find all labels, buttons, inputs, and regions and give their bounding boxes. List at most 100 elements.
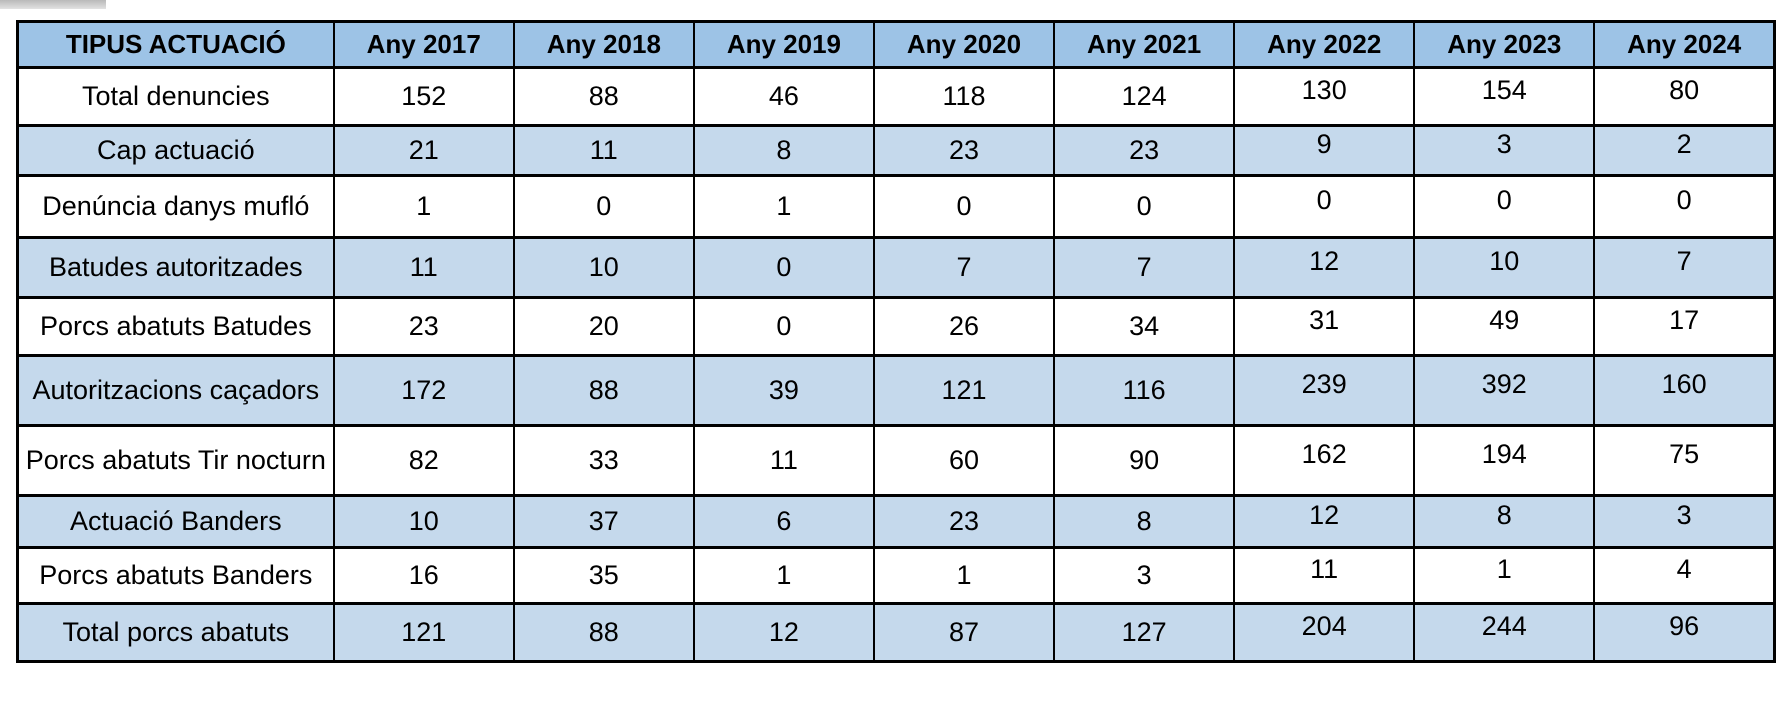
column-header-any-2018: Any 2018 bbox=[512, 20, 695, 69]
data-cell: 8 bbox=[1413, 494, 1596, 549]
row-label-text: Cap actuació bbox=[97, 135, 255, 166]
cell-value: 0 bbox=[776, 311, 792, 341]
cell-value: 80 bbox=[1669, 75, 1700, 105]
cell-value: 75 bbox=[1669, 439, 1700, 469]
data-cell: 1 bbox=[332, 174, 515, 239]
data-cell: 154 bbox=[1413, 66, 1596, 127]
cell-value: 8 bbox=[776, 135, 792, 165]
table-row: Cap actuació 21 11 8 23 23 9 3 2 bbox=[16, 124, 1776, 177]
cell-value: 7 bbox=[1136, 252, 1152, 282]
column-header-tipus-actuacio: TIPUS ACTUACIÓ bbox=[16, 20, 335, 69]
cell-value: 12 bbox=[768, 617, 799, 647]
cell-value: 12 bbox=[1309, 246, 1340, 276]
data-cell: 17 bbox=[1593, 296, 1776, 357]
data-cell: 0 bbox=[1233, 174, 1416, 239]
cell-value: 127 bbox=[1121, 617, 1167, 647]
cell-value: 154 bbox=[1481, 75, 1527, 105]
cell-value: 12 bbox=[1309, 500, 1340, 530]
cell-value: 82 bbox=[408, 445, 439, 475]
window-corner-fragment bbox=[0, 0, 106, 9]
row-label-text: Actuació Banders bbox=[70, 506, 282, 537]
data-cell: 116 bbox=[1053, 354, 1236, 427]
data-cell: 1 bbox=[692, 546, 875, 605]
cell-value: 4 bbox=[1676, 554, 1692, 584]
data-cell: 1 bbox=[692, 174, 875, 239]
row-label: Porcs abatuts Batudes bbox=[16, 296, 335, 357]
data-cell: 12 bbox=[1233, 236, 1416, 299]
cell-value: 0 bbox=[1316, 185, 1332, 215]
cell-value: 46 bbox=[768, 81, 799, 111]
cell-value: 49 bbox=[1489, 305, 1520, 335]
cell-value: 204 bbox=[1301, 611, 1347, 641]
row-label: Actuació Banders bbox=[16, 494, 335, 549]
data-cell: 0 bbox=[1413, 174, 1596, 239]
column-header-any-2023: Any 2023 bbox=[1413, 20, 1596, 69]
data-cell: 11 bbox=[692, 424, 875, 497]
data-cell: 0 bbox=[512, 174, 695, 239]
cell-value: 0 bbox=[1496, 185, 1512, 215]
data-cell: 35 bbox=[512, 546, 695, 605]
cell-value: 23 bbox=[408, 311, 439, 341]
cell-value: 124 bbox=[1121, 81, 1167, 111]
cell-value: 1 bbox=[776, 560, 792, 590]
cell-value: 2 bbox=[1676, 129, 1692, 159]
data-cell: 0 bbox=[1593, 174, 1776, 239]
cell-value: 1 bbox=[956, 560, 972, 590]
cell-value: 0 bbox=[1676, 185, 1692, 215]
cell-value: 11 bbox=[589, 135, 618, 165]
data-cell: 0 bbox=[1053, 174, 1236, 239]
data-cell: 162 bbox=[1233, 424, 1416, 497]
data-cell: 0 bbox=[692, 296, 875, 357]
data-cell: 20 bbox=[512, 296, 695, 357]
cell-value: 33 bbox=[588, 445, 619, 475]
data-cell: 88 bbox=[512, 66, 695, 127]
cell-value: 11 bbox=[1310, 554, 1339, 584]
row-label: Total porcs abatuts bbox=[16, 602, 335, 663]
cell-value: 121 bbox=[401, 617, 447, 647]
cell-value: 3 bbox=[1496, 129, 1512, 159]
data-cell: 16 bbox=[332, 546, 515, 605]
data-cell: 23 bbox=[1053, 124, 1236, 177]
cell-value: 7 bbox=[956, 252, 972, 282]
row-label-text: Total porcs abatuts bbox=[62, 617, 290, 648]
row-label: Porcs abatuts Banders bbox=[16, 546, 335, 605]
row-label-text: Total denuncies bbox=[82, 81, 270, 112]
cell-value: 60 bbox=[948, 445, 980, 475]
column-header-any-2021: Any 2021 bbox=[1053, 20, 1236, 69]
data-cell: 31 bbox=[1233, 296, 1416, 357]
row-label: Autoritzacions caçadors bbox=[16, 354, 335, 427]
data-cell: 75 bbox=[1593, 424, 1776, 497]
cell-value: 0 bbox=[1136, 191, 1152, 221]
data-cell: 1 bbox=[872, 546, 1056, 605]
cell-value: 87 bbox=[948, 617, 980, 647]
cell-value: 6 bbox=[776, 506, 792, 536]
column-header-any-2017: Any 2017 bbox=[332, 20, 515, 69]
data-cell: 239 bbox=[1233, 354, 1416, 427]
cell-value: 34 bbox=[1129, 311, 1160, 341]
data-cell: 118 bbox=[872, 66, 1056, 127]
data-cell: 4 bbox=[1593, 546, 1776, 605]
data-cell: 23 bbox=[872, 494, 1056, 549]
row-label: Batudes autoritzades bbox=[16, 236, 335, 299]
data-cell: 3 bbox=[1053, 546, 1236, 605]
cell-value: 194 bbox=[1481, 439, 1527, 469]
cell-value: 90 bbox=[1129, 445, 1160, 475]
cell-value: 121 bbox=[941, 375, 987, 405]
table-row: Total denuncies 152 88 46 118 124 130 154 80 bbox=[16, 66, 1776, 127]
table-row: Batudes autoritzades 11 10 0 7 7 12 10 7 bbox=[16, 236, 1776, 299]
row-label-text: Porcs abatuts Tir nocturn bbox=[25, 445, 326, 476]
cell-value: 26 bbox=[948, 311, 980, 341]
cell-value: 21 bbox=[408, 135, 439, 165]
data-cell: 34 bbox=[1053, 296, 1236, 357]
data-cell: 1 bbox=[1413, 546, 1596, 605]
cell-value: 172 bbox=[401, 375, 447, 405]
actuacions-per-any-table: TIPUS ACTUACIÓ Any 2017 Any 2018 Any 201… bbox=[16, 20, 1776, 663]
cell-value: 3 bbox=[1676, 500, 1692, 530]
data-cell: 244 bbox=[1413, 602, 1596, 663]
table-row: Denúncia danys mufló 1 0 1 0 0 0 0 0 bbox=[16, 174, 1776, 239]
cell-value: 37 bbox=[588, 506, 619, 536]
cell-value: 0 bbox=[776, 252, 792, 282]
cell-value: 23 bbox=[948, 135, 980, 165]
cell-value: 23 bbox=[948, 506, 980, 536]
data-cell: 90 bbox=[1053, 424, 1236, 497]
